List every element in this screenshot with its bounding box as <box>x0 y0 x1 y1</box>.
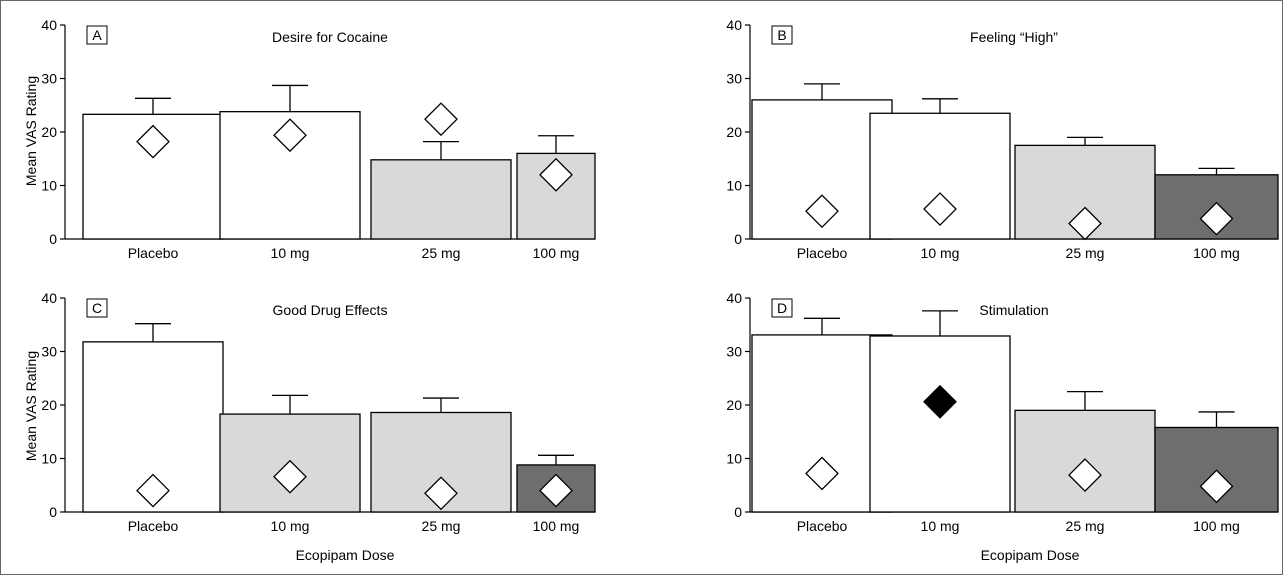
panel-a-letter-box <box>86 25 108 45</box>
panel-c-diamond-marker <box>136 473 170 508</box>
panel-b-diamond-marker <box>1199 201 1234 236</box>
panel-b-title: Feeling “High” <box>970 29 1058 45</box>
panel-b-y-tick-label: 0 <box>734 231 742 247</box>
panel-b-x-tick-label: 100 mg <box>1193 245 1240 261</box>
x-axis-title-left: Ecopipam Dose <box>296 547 395 563</box>
panel-a-diamond-marker <box>136 124 170 159</box>
panel-d-title: Stimulation <box>979 302 1048 318</box>
panel-c-y-tick-label: 10 <box>41 451 57 467</box>
panel-a-diamond-marker <box>539 157 573 192</box>
panel-b-y-tick-label: 30 <box>726 71 742 87</box>
panel-a-x-tick-label: Placebo <box>128 245 179 261</box>
panel-b-diamond-marker <box>805 194 839 229</box>
panel-d-diamond-marker <box>1068 458 1102 493</box>
panel-c-diamond-marker <box>539 473 573 508</box>
panel-c-x-tick-label: 10 mg <box>271 518 310 534</box>
panel-b-x-tick-label: 25 mg <box>1066 245 1105 261</box>
panel-d-y-tick-label: 40 <box>726 290 742 306</box>
panel-b-diamond-marker <box>1068 206 1102 241</box>
panel-c-diamond-marker <box>273 459 307 494</box>
panel-d-x-tick-label: 25 mg <box>1066 518 1105 534</box>
y-axis-title-bottom: Mean VAS Rating <box>23 351 39 461</box>
panel-a-diamond-marker <box>424 102 458 137</box>
panel-b-x-tick-label: Placebo <box>797 245 848 261</box>
panel-a-x-tick-label: 25 mg <box>422 245 461 261</box>
panel-d-y-tick-label: 10 <box>726 451 742 467</box>
panel-d-diamond-marker <box>923 384 957 419</box>
panel-d-diamond-marker <box>805 456 839 491</box>
panel-c-x-tick-label: 100 mg <box>533 518 580 534</box>
panel-a-x-tick-label: 10 mg <box>271 245 310 261</box>
panel-b-letter-box <box>771 25 793 45</box>
panel-a-letter: A <box>92 27 102 43</box>
panel-c-x-tick-label: Placebo <box>128 518 179 534</box>
panel-d-letter-box <box>771 298 793 318</box>
panel-c-y-tick-label: 0 <box>49 504 57 520</box>
panel-b-letter: B <box>777 27 786 43</box>
panel-c-y-tick-label: 20 <box>41 397 57 413</box>
panel-c-title: Good Drug Effects <box>273 302 388 318</box>
panel-c-y-tick-label: 30 <box>41 344 57 360</box>
panel-a-title: Desire for Cocaine <box>272 29 388 45</box>
panel-a-y-tick-label: 10 <box>41 178 57 194</box>
panel-c-diamond-marker <box>424 476 458 511</box>
panel-b-x-tick-label: 10 mg <box>921 245 960 261</box>
panel-a-x-tick-label: 100 mg <box>533 245 580 261</box>
panel-a-bar <box>370 159 512 240</box>
panel-d-y-tick-label: 0 <box>734 504 742 520</box>
panel-d-y-tick-label: 20 <box>726 397 742 413</box>
panel-d-diamond-marker <box>1199 469 1234 504</box>
panel-b-diamond-marker <box>923 192 957 226</box>
panel-d-x-tick-label: Placebo <box>797 518 848 534</box>
panel-a-y-tick-label: 20 <box>41 124 57 140</box>
panel-a-y-tick-label: 40 <box>41 17 57 33</box>
panel-d-bar <box>869 335 1011 513</box>
panel-c-letter: C <box>92 300 102 316</box>
panel-c-letter-box <box>86 298 108 318</box>
x-axis-title-right: Ecopipam Dose <box>981 547 1080 563</box>
panel-b-y-tick-label: 20 <box>726 124 742 140</box>
panel-d-y-tick-label: 30 <box>726 344 742 360</box>
panel-d-letter: D <box>777 300 787 316</box>
panel-d-x-tick-label: 10 mg <box>921 518 960 534</box>
panel-a-diamond-marker <box>273 118 307 153</box>
panel-b-y-tick-label: 10 <box>726 178 742 194</box>
panel-c-y-tick-label: 40 <box>41 290 57 306</box>
panel-d-x-tick-label: 100 mg <box>1193 518 1240 534</box>
panel-a-y-tick-label: 30 <box>41 71 57 87</box>
panel-a-y-tick-label: 0 <box>49 231 57 247</box>
panel-b-y-tick-label: 40 <box>726 17 742 33</box>
panel-c-x-tick-label: 25 mg <box>422 518 461 534</box>
y-axis-title-top: Mean VAS Rating <box>23 76 39 186</box>
